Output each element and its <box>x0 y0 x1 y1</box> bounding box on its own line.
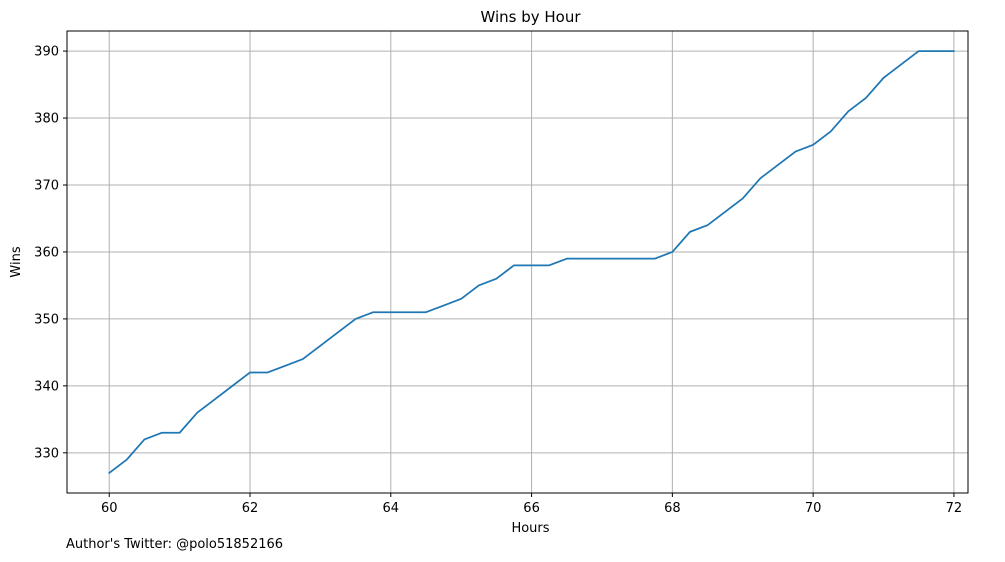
y-tick-label: 370 <box>34 179 59 194</box>
x-tick-label: 66 <box>523 501 540 516</box>
y-tick-label: 340 <box>34 379 59 394</box>
series-line <box>108 50 955 474</box>
x-tick-label: 60 <box>101 501 118 516</box>
line-chart: Wins by Hour 60 62 64 66 68 70 72 330 340 350 360 3… <box>9 8 969 536</box>
x-tick-label: 64 <box>383 501 400 516</box>
y-tick-label: 360 <box>34 245 59 260</box>
y-tick-label: 330 <box>34 446 59 461</box>
x-tick-label: 68 <box>664 501 681 516</box>
author-credit: Author's Twitter: @polo51852166 <box>66 537 284 552</box>
x-tick-label: 72 <box>946 501 963 516</box>
x-tick-label: 70 <box>805 501 822 516</box>
y-tick-label: 380 <box>34 112 59 127</box>
axis-ticks: 60 62 64 66 68 70 72 330 340 350 360 370 380 390 <box>34 45 962 516</box>
y-tick-label: 390 <box>34 45 59 60</box>
x-axis-label: Hours <box>511 521 549 536</box>
plot-frame <box>66 30 969 494</box>
grid-lines <box>67 31 968 493</box>
series-group <box>108 50 955 474</box>
x-tick-label: 62 <box>242 501 259 516</box>
chart-title: Wins by Hour <box>480 8 581 26</box>
y-axis-label: Wins <box>9 246 24 277</box>
y-tick-label: 350 <box>34 312 59 327</box>
